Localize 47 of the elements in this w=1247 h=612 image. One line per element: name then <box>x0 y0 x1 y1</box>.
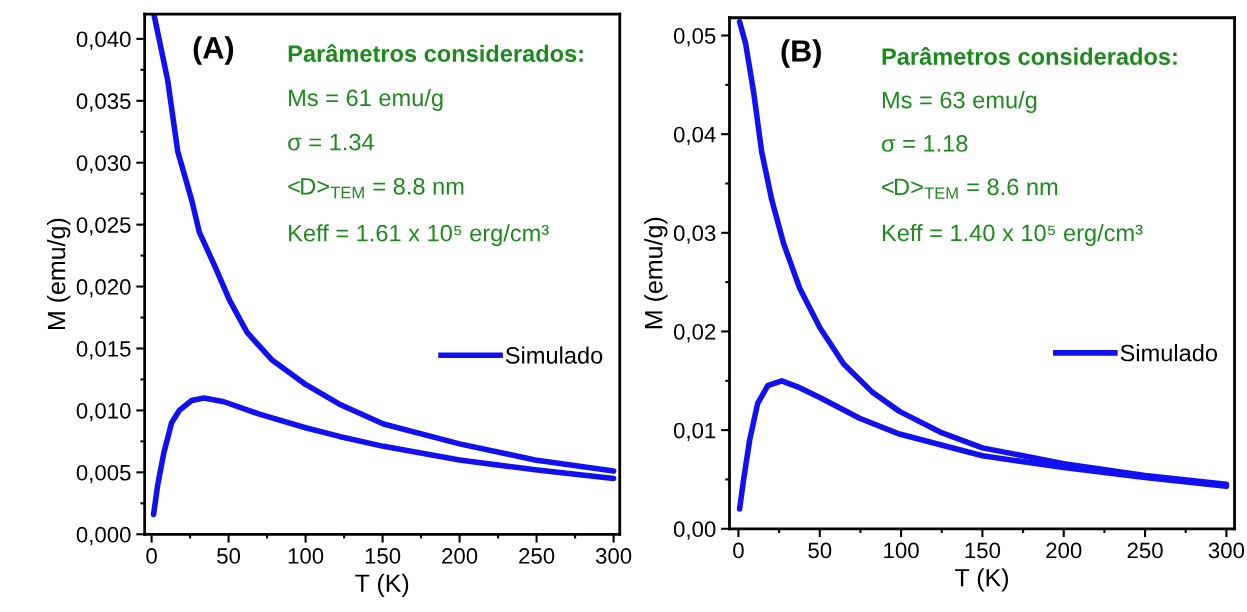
annotation: <D>$_{TEM}$ = 8.8 nm <box>288 177 464 199</box>
annotation: (B) <box>781 39 821 68</box>
x-axis-title: T (K) <box>355 573 409 598</box>
y-tick-label: 0,040 <box>76 31 131 50</box>
legend-label: Simulado <box>1120 344 1218 362</box>
x-tick-label: 250 <box>1127 542 1163 559</box>
annotation: σ = 1.34 <box>288 133 374 151</box>
y-tick-label: 0,01 <box>673 422 716 442</box>
y-tick-label: 0,03 <box>673 225 716 244</box>
legend-label: Simulado <box>505 346 603 364</box>
x-tick-label: 50 <box>808 542 832 559</box>
annotation: Keff = 1.61 x 10⁵ erg/cm³ <box>289 224 549 247</box>
x-tick-label: 150 <box>365 548 401 564</box>
y-tick-label: 0,00 <box>673 521 716 540</box>
x-tick-label: 200 <box>1046 542 1082 559</box>
y-tick-label: 0,010 <box>76 402 131 422</box>
y-tick-label: 0,02 <box>673 324 716 343</box>
x-tick-label: 0 <box>146 548 157 564</box>
y-tick-label: 0,020 <box>76 279 131 298</box>
annotation: σ = 1.18 <box>882 135 968 152</box>
x-tick-label: 100 <box>884 542 919 559</box>
x-tick-label: 300 <box>595 548 632 564</box>
annotation: Keff = 1.40 x 10⁵ erg/cm³ <box>882 223 1143 246</box>
y-tick-label: 0,030 <box>76 155 131 174</box>
y-tick-label: 0,000 <box>76 526 131 546</box>
y-tick-label: 0,05 <box>673 28 716 47</box>
y-axis-title: M (emu/g) <box>644 217 668 329</box>
y-tick-label: 0,035 <box>76 93 131 112</box>
x-tick-label: 150 <box>965 542 1001 559</box>
x-tick-label: 250 <box>519 548 555 564</box>
annotation: (A) <box>193 36 234 65</box>
annotation: Parâmetros considerados: <box>288 44 583 63</box>
y-tick-label: 0,025 <box>76 217 131 236</box>
x-tick-label: 200 <box>442 548 478 564</box>
x-tick-label: 50 <box>217 548 241 564</box>
y-tick-label: 0,04 <box>673 126 716 146</box>
annotation: Parâmetros considerados: <box>882 47 1177 65</box>
annotation: Ms = 61 emu/g <box>289 88 443 111</box>
x-tick-label: 0 <box>733 542 744 559</box>
x-axis-title: T (K) <box>955 568 1009 592</box>
x-tick-label: 100 <box>288 548 324 564</box>
y-axis-title: M (emu/g) <box>46 218 71 330</box>
annotation: Ms = 63 emu/g <box>882 91 1037 114</box>
annotation: <D>$_{TEM}$ = 8.6 nm <box>882 178 1058 199</box>
y-tick-label: 0,005 <box>76 464 131 484</box>
x-tick-label: 300 <box>1208 542 1245 559</box>
y-tick-label: 0,015 <box>76 341 131 360</box>
